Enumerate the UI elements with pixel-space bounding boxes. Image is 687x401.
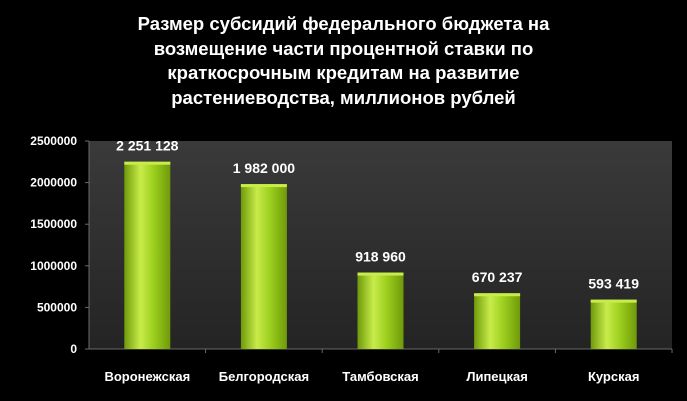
data-label: 918 960 <box>355 249 406 265</box>
y-tick-label: 2500000 <box>30 134 77 148</box>
y-tick-label: 1500000 <box>30 217 77 231</box>
bar-top <box>124 161 171 165</box>
chart-title-line-3: краткосрочным кредитам на развитие <box>167 62 520 83</box>
bar <box>474 293 521 349</box>
y-tick-label: 500000 <box>37 300 77 314</box>
category-label: Курская <box>588 369 640 384</box>
bar <box>357 272 404 349</box>
category-label: Белгородская <box>219 369 309 384</box>
bar-top <box>357 272 404 276</box>
chart-title: Размер субсидий федерального бюджета на … <box>0 12 687 110</box>
bar <box>590 299 637 349</box>
y-tick-label: 2000000 <box>30 176 77 190</box>
category-label: Липецкая <box>466 369 528 384</box>
bar-top <box>590 299 637 303</box>
y-tick-label: 0 <box>70 342 77 356</box>
bar-top <box>240 184 287 188</box>
data-label: 670 237 <box>472 269 523 285</box>
data-label: 1 982 000 <box>233 160 295 176</box>
bar <box>240 184 287 349</box>
category-label: Тамбовская <box>342 369 418 384</box>
data-label: 2 251 128 <box>116 138 178 154</box>
bar <box>124 161 171 349</box>
y-tick-label: 1000000 <box>30 259 77 273</box>
chart-title-line-4: растениеводства, миллионов рублей <box>171 86 516 108</box>
data-label: 593 419 <box>588 276 639 292</box>
chart-title-line-1: Размер субсидий федерального бюджета на <box>137 13 550 34</box>
category-label: Воронежская <box>104 369 190 384</box>
bar-top <box>474 293 521 297</box>
chart-title-line-2: возмещение части процентной ставки по <box>153 37 534 59</box>
